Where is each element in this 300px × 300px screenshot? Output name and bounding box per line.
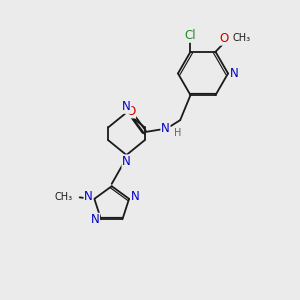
- Text: N: N: [122, 100, 131, 113]
- Text: H: H: [174, 128, 182, 137]
- Text: CH₃: CH₃: [232, 33, 251, 43]
- Text: CH₃: CH₃: [54, 192, 72, 202]
- Text: Cl: Cl: [185, 29, 196, 42]
- Text: N: N: [161, 122, 170, 136]
- Text: N: N: [122, 155, 131, 168]
- Text: N: N: [91, 213, 100, 226]
- Text: N: N: [84, 190, 93, 203]
- Text: N: N: [230, 67, 239, 80]
- Text: O: O: [219, 32, 228, 45]
- Text: N: N: [130, 190, 139, 203]
- Text: O: O: [126, 105, 136, 118]
